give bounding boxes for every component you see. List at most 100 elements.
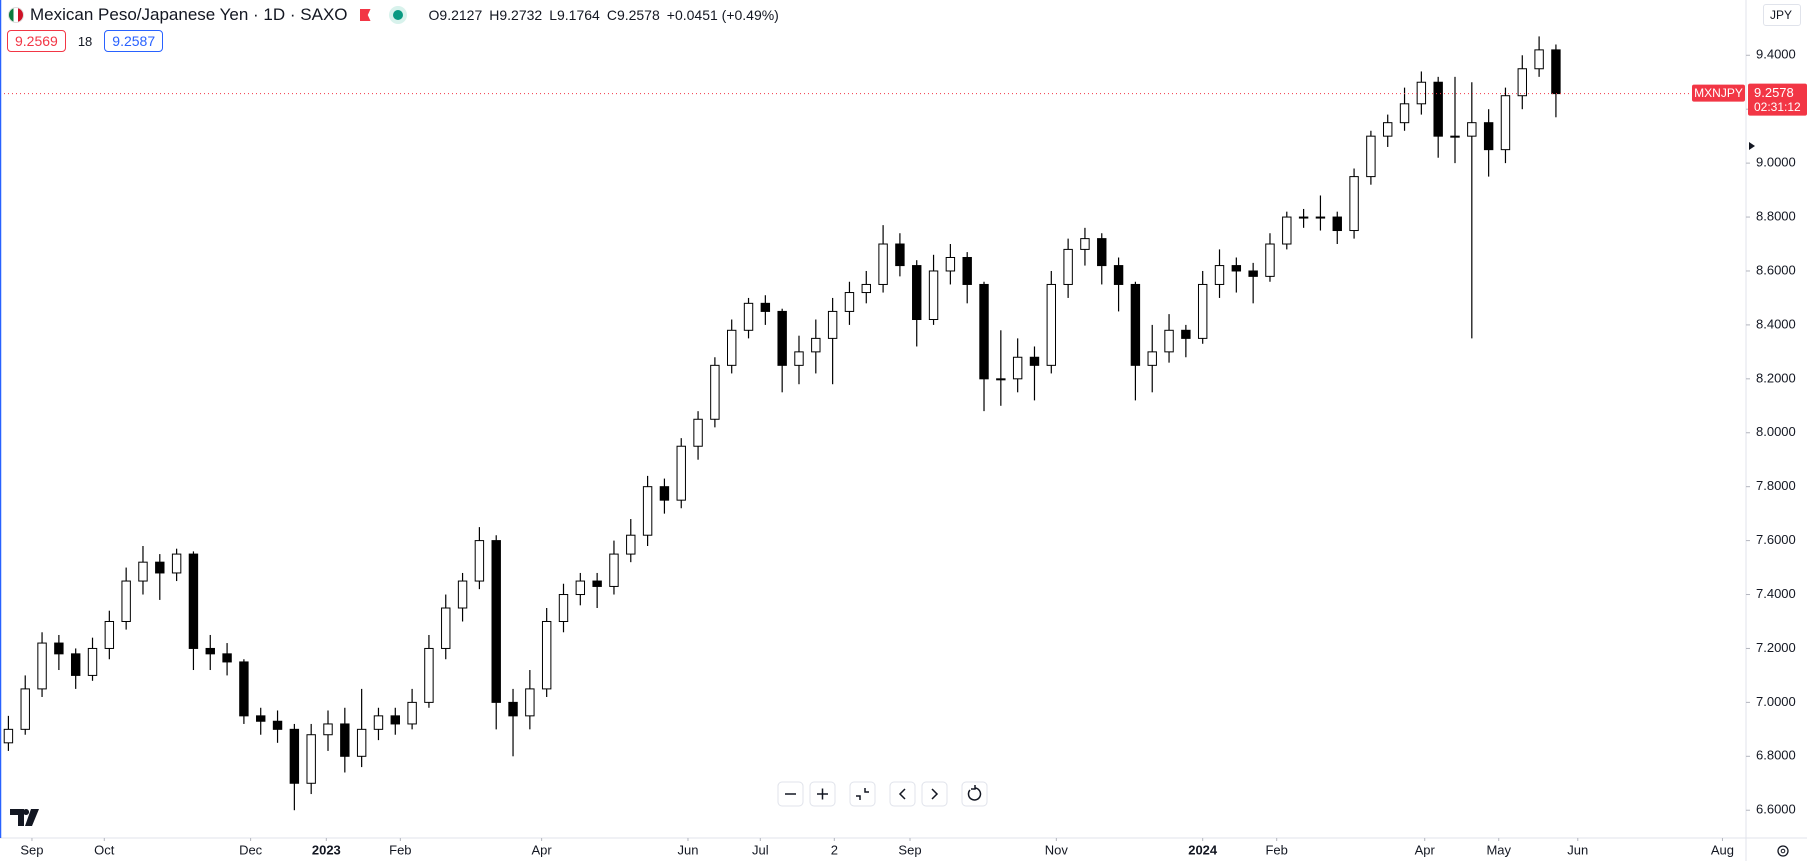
bid-button[interactable]: 9.2569 [7, 30, 66, 52]
candle-body [693, 418, 703, 447]
y-tick-label: 8.0000 [1756, 424, 1796, 439]
candle-body [794, 351, 804, 366]
candle-body [3, 728, 14, 744]
y-tick-label: 8.6000 [1756, 262, 1796, 277]
candle-body [710, 364, 720, 420]
candle-body [1012, 356, 1023, 380]
y-tick-label: 6.8000 [1756, 748, 1796, 763]
x-tick-label: Dec [239, 842, 263, 857]
ohlc-label: O [428, 7, 440, 23]
ohlc-value: 9.1764 [556, 7, 600, 23]
scale-marker [1749, 142, 1755, 150]
x-tick-label: Jun [1567, 842, 1588, 857]
candle-body [1315, 216, 1326, 219]
bid-ask: 9.2569 18 9.2587 [7, 30, 164, 52]
candle-body [20, 688, 30, 730]
candle-body [1063, 248, 1073, 285]
last-price-tag-bg [1748, 83, 1807, 116]
y-tick-label: 9.0000 [1756, 155, 1796, 170]
currency-button[interactable]: JPY [1762, 4, 1801, 26]
y-tick-label: 8.2000 [1756, 370, 1796, 385]
candle-body [895, 243, 905, 267]
candle-body [1483, 122, 1494, 151]
candle-body [1265, 243, 1275, 277]
candle-body [171, 553, 182, 574]
candle-body [962, 256, 972, 285]
candle-body [121, 580, 131, 622]
candle-body [727, 329, 737, 366]
x-tick-label: Feb [389, 842, 411, 857]
y-tick-label: 7.8000 [1756, 478, 1796, 493]
flag-icon [8, 7, 24, 23]
candle-body [1113, 265, 1124, 285]
y-tick-label: 7.6000 [1756, 532, 1796, 547]
candle-body [188, 553, 199, 649]
scroll-left-button[interactable] [889, 781, 916, 807]
candle-body [138, 561, 148, 582]
x-tick-label: Aug [1711, 842, 1734, 857]
candle-body [256, 715, 266, 722]
countdown: 02:31:12 [1754, 100, 1801, 114]
flag-marker[interactable] [359, 9, 371, 21]
ohlc-label: L [549, 7, 557, 23]
zoom-in-button[interactable] [809, 781, 836, 807]
reset-scale-button[interactable] [849, 781, 876, 807]
candle-body [659, 486, 670, 501]
candle-body [1383, 122, 1393, 137]
candle-body [1248, 270, 1258, 277]
ohlc-value: 9.2578 [616, 7, 660, 23]
candle-body [558, 594, 569, 622]
ask-button[interactable]: 9.2587 [104, 30, 164, 52]
candle-body [996, 378, 1006, 381]
candle-body [525, 688, 535, 717]
ohlc-value: 9.2127 [439, 7, 483, 23]
candle-body [1181, 329, 1191, 339]
scroll-right-button[interactable] [921, 781, 948, 807]
candle-body [441, 607, 451, 649]
candle-body [1029, 356, 1040, 366]
candle-body [1534, 49, 1544, 70]
candle-body [1282, 216, 1292, 245]
candle-body [1097, 238, 1107, 267]
candle-body [70, 653, 81, 676]
symbol-title[interactable]: Mexican Peso/Japanese Yen · 1D · SAXO [30, 5, 348, 24]
candle-body [1433, 81, 1443, 137]
x-tick-label: 2 [831, 842, 838, 857]
candle-body [37, 642, 47, 690]
y-tick-label: 7.0000 [1756, 694, 1796, 709]
candle-body [827, 310, 838, 339]
candle-body [1416, 81, 1427, 105]
ohlc-close: C9.2578 [607, 7, 660, 23]
zoom-controls[interactable] [777, 781, 988, 807]
ohlc-label: H [489, 7, 500, 23]
reset-chart-button[interactable] [961, 781, 988, 807]
candle-body [844, 292, 855, 312]
candle-body [1214, 265, 1225, 285]
x-tick-label: Feb [1265, 842, 1287, 857]
tradingview-logo [10, 809, 39, 826]
y-tick-label: 6.6000 [1756, 802, 1796, 817]
x-tick-label: Jun [677, 842, 698, 857]
candle-body [1046, 283, 1057, 366]
ohlc-open: O9.2127 [429, 7, 483, 23]
candle-body [356, 728, 367, 757]
x-tick-label: Sep [898, 842, 921, 857]
candle-body [222, 653, 232, 663]
spread: 18 [77, 33, 93, 49]
y-tick-label: 8.8000 [1756, 208, 1796, 223]
candle-body [1130, 283, 1141, 366]
candle-body [1080, 238, 1090, 250]
candle-body [1332, 216, 1342, 232]
candle-body [979, 283, 989, 380]
candle-body [1298, 216, 1309, 219]
price-change: +0.0451 (+0.49%) [666, 7, 779, 23]
candle-body [642, 486, 653, 536]
x-tick-label: Oct [94, 842, 115, 857]
candle-body [626, 534, 636, 555]
zoom-out-button[interactable] [777, 781, 804, 807]
symbol-header: Mexican Peso/Japanese Yen · 1D · SAXO O9… [8, 3, 779, 27]
candle-body [323, 723, 333, 736]
settings-icon[interactable] [1777, 845, 1789, 857]
candle-body [373, 715, 384, 730]
